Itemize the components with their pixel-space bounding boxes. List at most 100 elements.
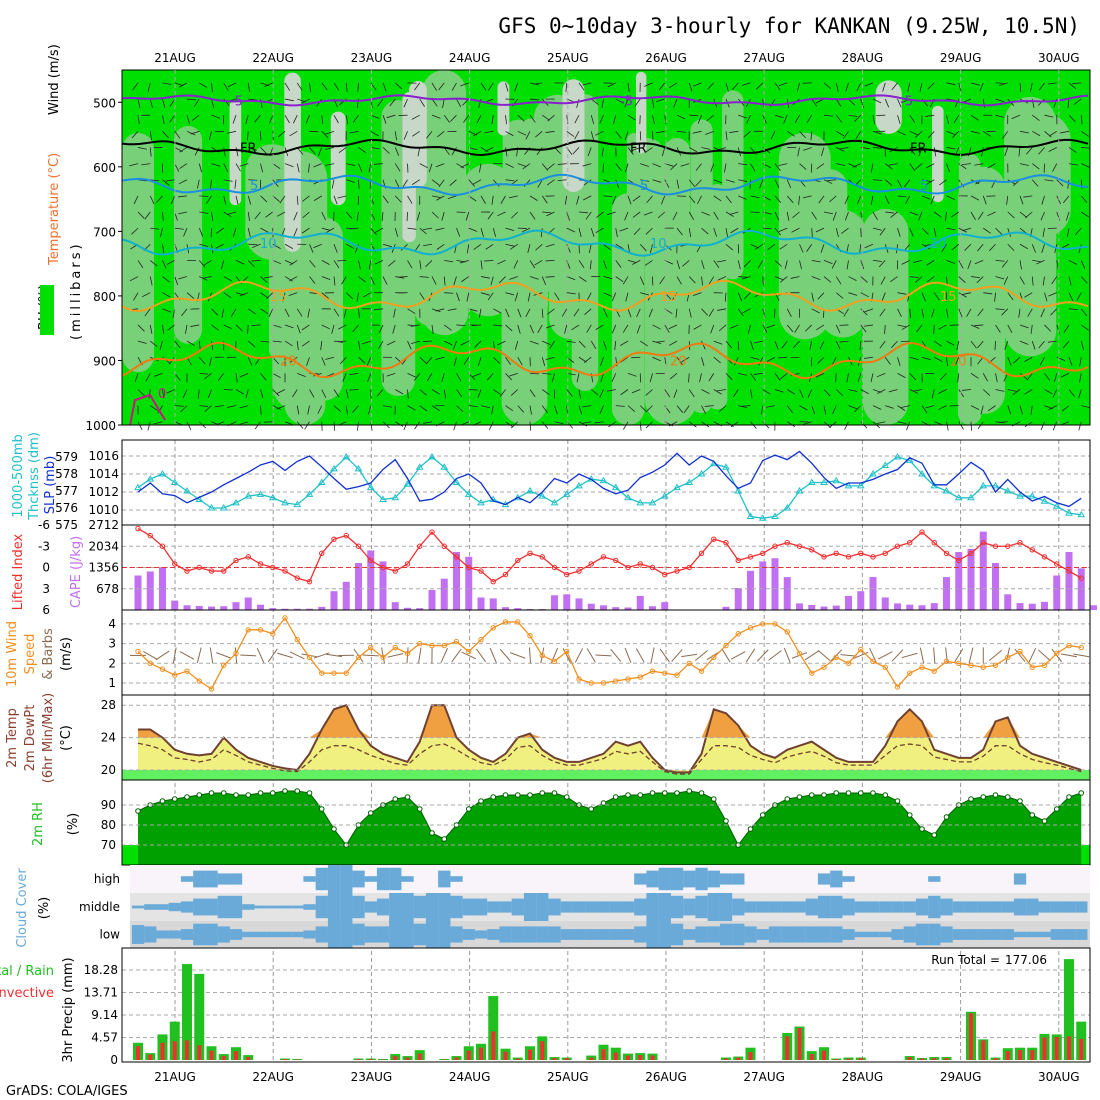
wind-barb	[557, 179, 567, 182]
panel-axis-label-line: Thcknss (dm)	[27, 432, 42, 521]
wind-speed-line-point	[306, 654, 313, 661]
precip-convective-bar	[1067, 1036, 1071, 1060]
lifted-index-line-point	[772, 543, 778, 549]
wind-barb-10m	[988, 649, 1003, 661]
wind-barb	[292, 115, 298, 124]
wind-speed-line-point	[870, 658, 876, 665]
wind-barb	[419, 405, 428, 412]
wind-speed-line-point	[355, 654, 362, 661]
y-tick: 1	[108, 676, 116, 690]
wind-barb	[601, 98, 604, 108]
wind-barb	[174, 373, 181, 381]
lifted-index-line-point	[1066, 568, 1072, 574]
cloud-middle-bar	[1050, 901, 1063, 913]
cloud-low-bar	[217, 926, 230, 943]
precip-convective-bar	[491, 1031, 496, 1060]
wind-barb	[1056, 179, 1064, 187]
wind-barb	[766, 324, 776, 329]
wind-barb	[431, 98, 438, 107]
wind-barb	[1030, 82, 1033, 92]
cape-bar	[600, 605, 607, 610]
wind-barb	[215, 243, 224, 249]
wind-barb	[762, 276, 764, 286]
precip-convective-bar	[356, 1059, 361, 1060]
wind-barb	[688, 179, 696, 188]
lifted-index-line-point	[208, 568, 215, 574]
wind-barb	[484, 147, 494, 152]
wind-barb	[341, 276, 347, 285]
wind-barb	[239, 372, 249, 378]
pressure-tick: 800	[93, 290, 116, 304]
wind-barb	[309, 82, 311, 92]
wind-barb	[1007, 292, 1014, 301]
wind-barb	[223, 292, 232, 299]
wind-barb	[443, 114, 450, 123]
wind-barb	[615, 179, 620, 189]
rh-mid-region	[778, 132, 831, 340]
wind-barb	[382, 276, 388, 285]
wind-barb	[1068, 82, 1077, 89]
wind-barb	[356, 421, 359, 431]
y-tick: 2712	[88, 518, 119, 532]
cape-bar	[857, 591, 865, 610]
panel-axis-label: CAPE (J/kg)	[69, 536, 84, 608]
rh-point	[465, 806, 472, 812]
wind-barb-10m	[418, 647, 422, 664]
cape-bar	[734, 588, 742, 610]
lifted-index-line-point	[1078, 575, 1084, 581]
lifted-index-line-point	[968, 550, 974, 557]
wind-barb	[750, 373, 757, 381]
precip-convective-bar	[197, 1045, 202, 1060]
wind-barb	[131, 227, 139, 235]
cloud-low-bar	[830, 926, 843, 943]
wind-barb	[897, 308, 902, 318]
precip-convective-bar	[822, 1050, 826, 1060]
wind-barb	[382, 147, 390, 154]
wind-barb	[692, 292, 702, 296]
wind-barb	[710, 163, 715, 173]
wind-barb	[697, 115, 702, 124]
wind-barb	[856, 82, 862, 92]
cloud-high-bar	[438, 870, 451, 888]
wind-barb	[214, 405, 224, 408]
rh-point	[429, 830, 435, 836]
day-label-top: 27AUG	[743, 51, 785, 65]
cloud-low-bar	[940, 926, 953, 943]
wind-barb	[491, 405, 494, 415]
lifted-index-line-point	[221, 568, 227, 574]
precip-convective-bar	[1042, 1037, 1047, 1060]
cloud-low-bar	[634, 926, 647, 943]
cloud-middle-bar	[131, 905, 145, 909]
wind-barb	[345, 211, 353, 220]
wind-barb	[786, 405, 793, 414]
wind-barb	[1080, 260, 1086, 269]
cloud-low-bar	[1062, 929, 1076, 940]
wind-barb	[778, 163, 788, 167]
wind-barb	[566, 276, 576, 281]
rh-point	[919, 826, 925, 832]
y-tick: 1016	[88, 449, 119, 463]
lifted-index-line-point	[662, 571, 668, 578]
precip-convective-bar	[234, 1051, 238, 1060]
wind-barb	[573, 308, 580, 317]
precip-total-bar	[1064, 959, 1074, 1060]
thickness-line-point	[134, 483, 142, 491]
precip-frame	[121, 947, 1091, 1063]
wind-barb	[377, 98, 384, 107]
cloud-middle-bar	[1026, 898, 1039, 916]
wind-barb	[796, 82, 800, 92]
wind-barb	[510, 389, 519, 396]
wind-barb	[497, 340, 506, 346]
wind-barb	[436, 243, 445, 250]
panel-axis-label: (°C)	[59, 725, 74, 751]
cape-bar	[318, 606, 326, 610]
wind-barb	[967, 260, 972, 269]
wind-barb	[1024, 356, 1033, 362]
wind-barb	[272, 373, 281, 379]
wind-barb	[831, 260, 837, 269]
wind-barb	[338, 147, 347, 154]
wind-barb	[394, 147, 400, 156]
wind-barb	[223, 179, 233, 182]
lifted-index-line-point	[478, 568, 484, 574]
cape-bar	[881, 597, 889, 610]
